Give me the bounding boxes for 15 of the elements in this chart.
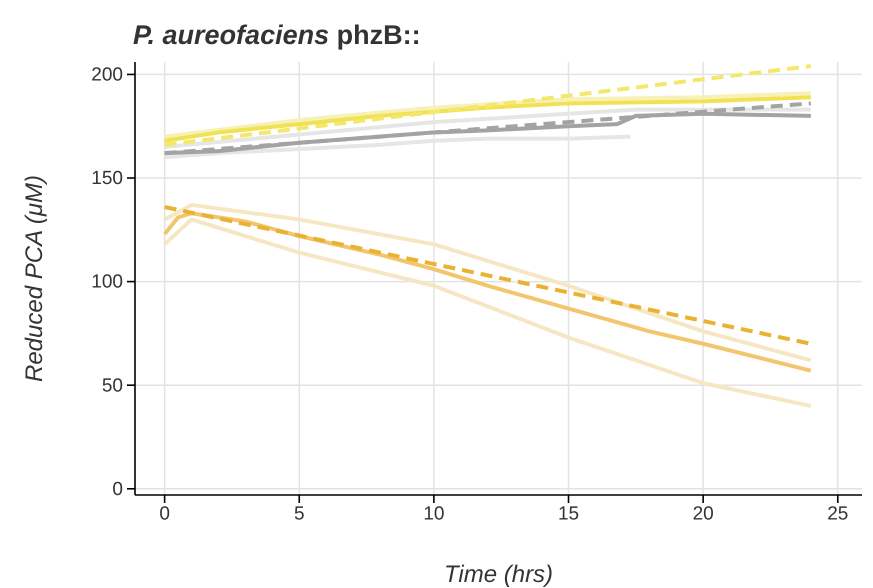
x-tick-label: 10 xyxy=(423,503,444,524)
x-tick-label: 25 xyxy=(827,503,848,524)
y-axis-title: Reduced PCA (μM) xyxy=(21,175,48,382)
y-tick-label: 200 xyxy=(91,64,123,86)
x-tick-label: 0 xyxy=(159,503,170,524)
y-tick-label: 150 xyxy=(91,168,123,190)
y-tick-label: 0 xyxy=(112,478,123,500)
y-tick-label: 50 xyxy=(102,375,123,396)
line-series xyxy=(162,217,813,408)
x-axis-title: Time (hrs) xyxy=(444,561,554,588)
x-tick-label: 20 xyxy=(692,503,714,524)
x-tick-label: 5 xyxy=(294,503,305,524)
y-tick-label: 100 xyxy=(91,272,123,293)
x-tick-label: 15 xyxy=(558,503,580,524)
chart-title: P. aureofaciens phzB:: xyxy=(133,20,421,50)
